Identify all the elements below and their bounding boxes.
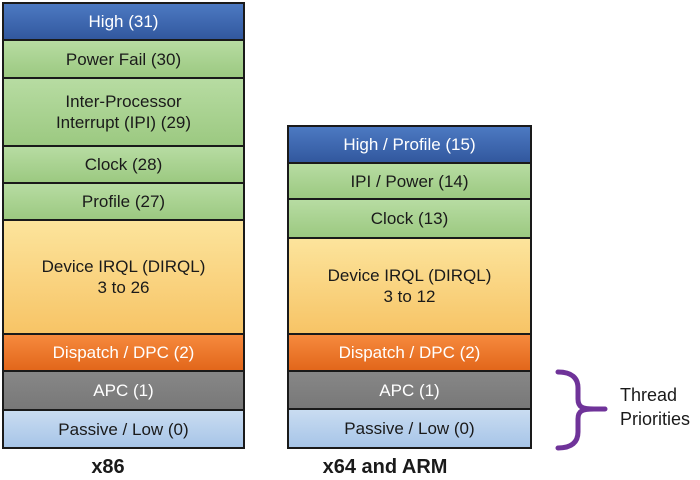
irql-level-dispatch-dpc-2: Dispatch / DPC (2)	[287, 333, 532, 372]
irql-level-profile-27: Profile (27)	[2, 182, 245, 221]
irql-level-ipi-power-14: IPI / Power (14)	[287, 162, 532, 200]
irql-level-power-fail-30: Power Fail (30)	[2, 39, 245, 79]
irql-level-device-dirql-3-12: Device IRQL (DIRQL) 3 to 12	[287, 237, 532, 335]
column-caption-x64-arm: x64 and ARM	[322, 456, 448, 478]
curly-brace-icon	[555, 369, 608, 451]
irql-level-dispatch-dpc-2: Dispatch / DPC (2)	[2, 333, 245, 372]
irql-level-passive-low-0: Passive / Low (0)	[287, 408, 532, 449]
irql-level-apc-1: APC (1)	[2, 370, 245, 411]
irql-level-passive-low-0: Passive / Low (0)	[2, 409, 245, 449]
thread-priorities-label: Thread Priorities	[620, 385, 691, 429]
irql-level-ipi-29: Inter-Processor Interrupt (IPI) (29)	[2, 77, 245, 147]
column-caption-x86: x86	[91, 456, 125, 478]
irql-level-high-profile-15: High / Profile (15)	[287, 125, 532, 164]
irql-level-apc-1: APC (1)	[287, 370, 532, 410]
irql-column-x64-arm: High / Profile (15) IPI / Power (14) Clo…	[287, 125, 532, 449]
irql-level-clock-13: Clock (13)	[287, 198, 532, 239]
curly-brace-path	[555, 369, 608, 451]
irql-level-device-dirql-3-26: Device IRQL (DIRQL) 3 to 26	[2, 219, 245, 335]
irql-level-clock-28: Clock (28)	[2, 145, 245, 184]
irql-level-high-31: High (31)	[2, 2, 245, 41]
irql-column-x86: High (31) Power Fail (30) Inter-Processo…	[2, 2, 245, 449]
